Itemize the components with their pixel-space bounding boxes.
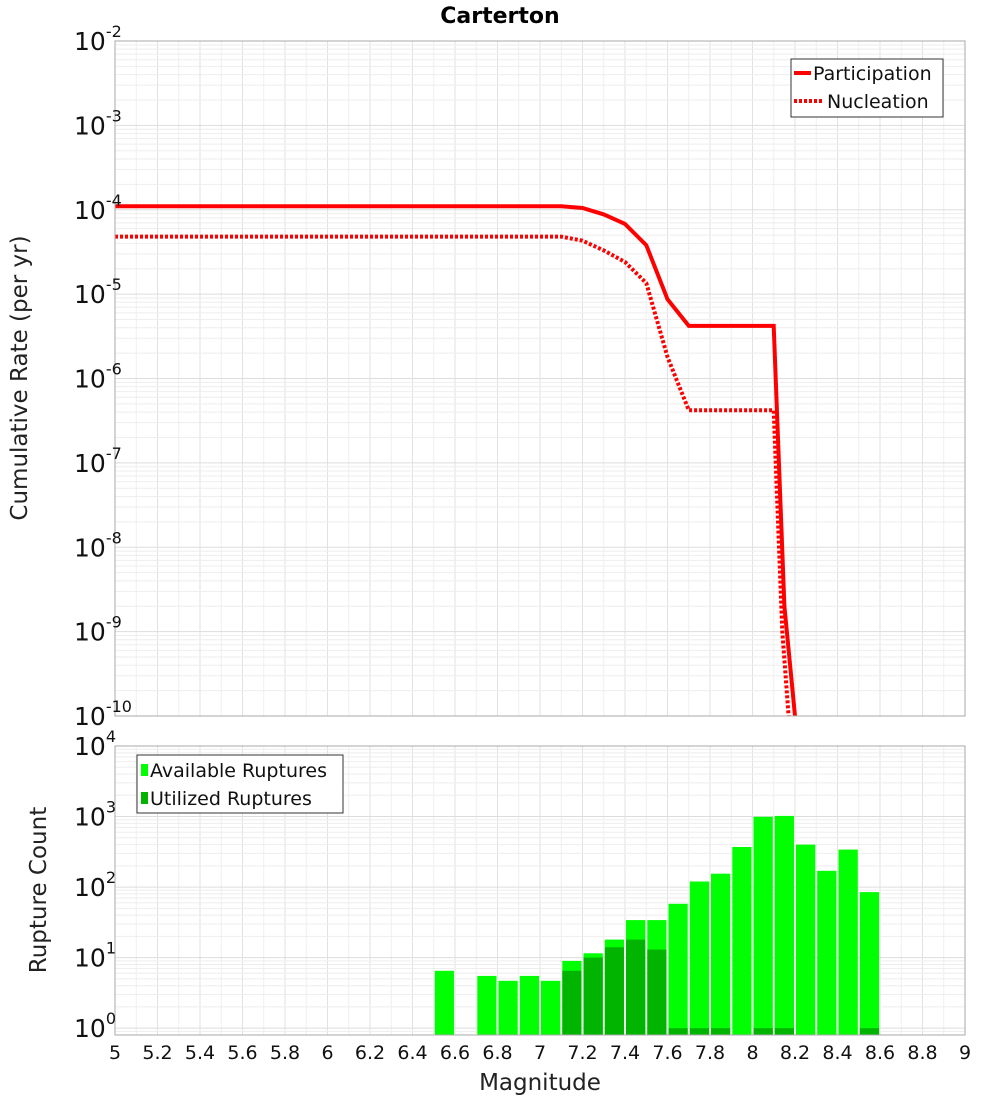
y-tick-label: 104 bbox=[74, 727, 116, 761]
bar-available bbox=[477, 975, 497, 1035]
bar-utilized bbox=[859, 1028, 880, 1035]
magnitude-x-ticks: 5 5.2 5.4 5.6 5.8 6 6.2 6.4 6.6 6.8 7 7.2 7.4 7.6 7.8 8… bbox=[109, 1042, 971, 1064]
y-tick-label: 100 bbox=[74, 1009, 116, 1043]
magnitude-x-axis-label: Magnitude bbox=[479, 1070, 601, 1096]
rupture-count-bars bbox=[434, 815, 880, 1035]
bar-available bbox=[859, 892, 880, 1035]
bar-available bbox=[668, 903, 688, 1035]
bar-utilized bbox=[604, 947, 624, 1035]
rupture-count-panel: 104 103 102 101 100 5 5.2 5.4 5.6 5.8 6 6.2 6.4 6.6 6… bbox=[26, 727, 971, 1096]
bar-available bbox=[711, 873, 731, 1035]
rupture-count-y-ticks: 104 103 102 101 100 bbox=[74, 727, 116, 1043]
x-tick-label: 8.8 bbox=[907, 1042, 937, 1064]
cumulative-rate-legend: Participation Nucleation bbox=[790, 58, 944, 118]
legend-utilized-swatch bbox=[141, 792, 148, 804]
x-tick-label: 7.8 bbox=[695, 1042, 725, 1064]
x-tick-label: 8.2 bbox=[780, 1042, 810, 1064]
bar-utilized bbox=[689, 1028, 710, 1035]
x-tick-label: 9 bbox=[959, 1042, 971, 1064]
x-tick-label: 5.6 bbox=[227, 1042, 257, 1064]
legend-utilized-label: Utilized Ruptures bbox=[150, 788, 312, 810]
x-tick-label: 7.6 bbox=[652, 1042, 682, 1064]
x-tick-label: 7 bbox=[534, 1042, 546, 1064]
x-tick-label: 6.2 bbox=[355, 1042, 385, 1064]
y-tick-label: 10-9 bbox=[74, 613, 122, 647]
x-tick-label: 6 bbox=[321, 1042, 333, 1064]
bar-utilized bbox=[583, 957, 603, 1035]
legend-participation-label: Participation bbox=[813, 63, 932, 85]
x-tick-label: 6.4 bbox=[397, 1042, 427, 1064]
bar-available bbox=[796, 844, 816, 1035]
x-tick-label: 7.2 bbox=[567, 1042, 597, 1064]
bar-utilized bbox=[753, 1028, 773, 1035]
x-tick-label: 5.2 bbox=[142, 1042, 172, 1064]
y-tick-label: 10-4 bbox=[74, 191, 122, 225]
y-tick-label: 10-3 bbox=[74, 106, 122, 140]
cumulative-rate-lines bbox=[115, 204, 797, 717]
series-line-nucleation bbox=[115, 234, 791, 717]
bar-available bbox=[434, 970, 454, 1035]
cumulative-rate-y-axis-label: Cumulative Rate (per yr) bbox=[7, 235, 33, 520]
bar-available bbox=[689, 881, 710, 1035]
chart-title: Carterton bbox=[440, 4, 559, 29]
cumulative-rate-legend-box bbox=[790, 58, 944, 118]
x-tick-label: 6.6 bbox=[440, 1042, 470, 1064]
x-tick-label: 5 bbox=[109, 1042, 121, 1064]
bar-utilized bbox=[711, 1028, 731, 1035]
x-tick-label: 5.8 bbox=[270, 1042, 300, 1064]
series-line-participation bbox=[115, 204, 797, 717]
bar-utilized bbox=[626, 939, 646, 1035]
x-tick-label: 8.4 bbox=[822, 1042, 852, 1064]
y-tick-label: 103 bbox=[74, 798, 116, 832]
x-tick-label: 8 bbox=[746, 1042, 758, 1064]
rupture-count-plot-border bbox=[114, 745, 966, 1036]
y-tick-label: 10-2 bbox=[74, 22, 122, 56]
cumulative-rate-plot-border bbox=[114, 40, 966, 717]
x-tick-label: 6.8 bbox=[482, 1042, 512, 1064]
y-tick-label: 102 bbox=[74, 868, 116, 902]
y-tick-label: 10-10 bbox=[74, 697, 132, 731]
bar-utilized bbox=[562, 970, 582, 1035]
bar-available bbox=[838, 849, 858, 1035]
bar-available bbox=[753, 816, 773, 1035]
x-tick-label: 5.4 bbox=[185, 1042, 215, 1064]
legend-available-swatch bbox=[141, 764, 148, 776]
rupture-count-y-axis-label: Rupture Count bbox=[26, 807, 52, 973]
x-tick-label: 8.6 bbox=[865, 1042, 895, 1064]
y-tick-label: 101 bbox=[74, 939, 116, 973]
bar-utilized bbox=[668, 1028, 688, 1035]
bar-available bbox=[498, 980, 518, 1035]
bar-available bbox=[541, 980, 561, 1035]
cumulative-rate-panel: 10-2 10-3 10-4 10-5 10-6 10-7 10-8 10-9 10-10 Cu… bbox=[7, 22, 966, 731]
cumulative-rate-y-ticks: 10-2 10-3 10-4 10-5 10-6 10-7 10-8 10-9 10-10 bbox=[74, 22, 132, 731]
y-tick-label: 10-8 bbox=[74, 528, 122, 562]
y-tick-label: 10-7 bbox=[74, 444, 122, 478]
rupture-count-legend-box bbox=[136, 754, 344, 814]
bar-available bbox=[774, 815, 794, 1035]
cumulative-rate-grid bbox=[114, 41, 966, 717]
y-tick-label: 10-6 bbox=[74, 360, 122, 394]
legend-nucleation-label: Nucleation bbox=[827, 91, 929, 113]
bar-available bbox=[519, 975, 540, 1035]
rupture-count-legend: Available Ruptures Utilized Ruptures bbox=[136, 754, 344, 814]
bar-utilized bbox=[647, 949, 667, 1035]
bar-utilized bbox=[774, 1028, 794, 1035]
y-tick-label: 10-5 bbox=[74, 275, 122, 309]
x-tick-label: 7.4 bbox=[610, 1042, 640, 1064]
bar-available bbox=[732, 847, 752, 1035]
legend-available-label: Available Ruptures bbox=[150, 760, 327, 782]
bar-available bbox=[817, 870, 837, 1035]
